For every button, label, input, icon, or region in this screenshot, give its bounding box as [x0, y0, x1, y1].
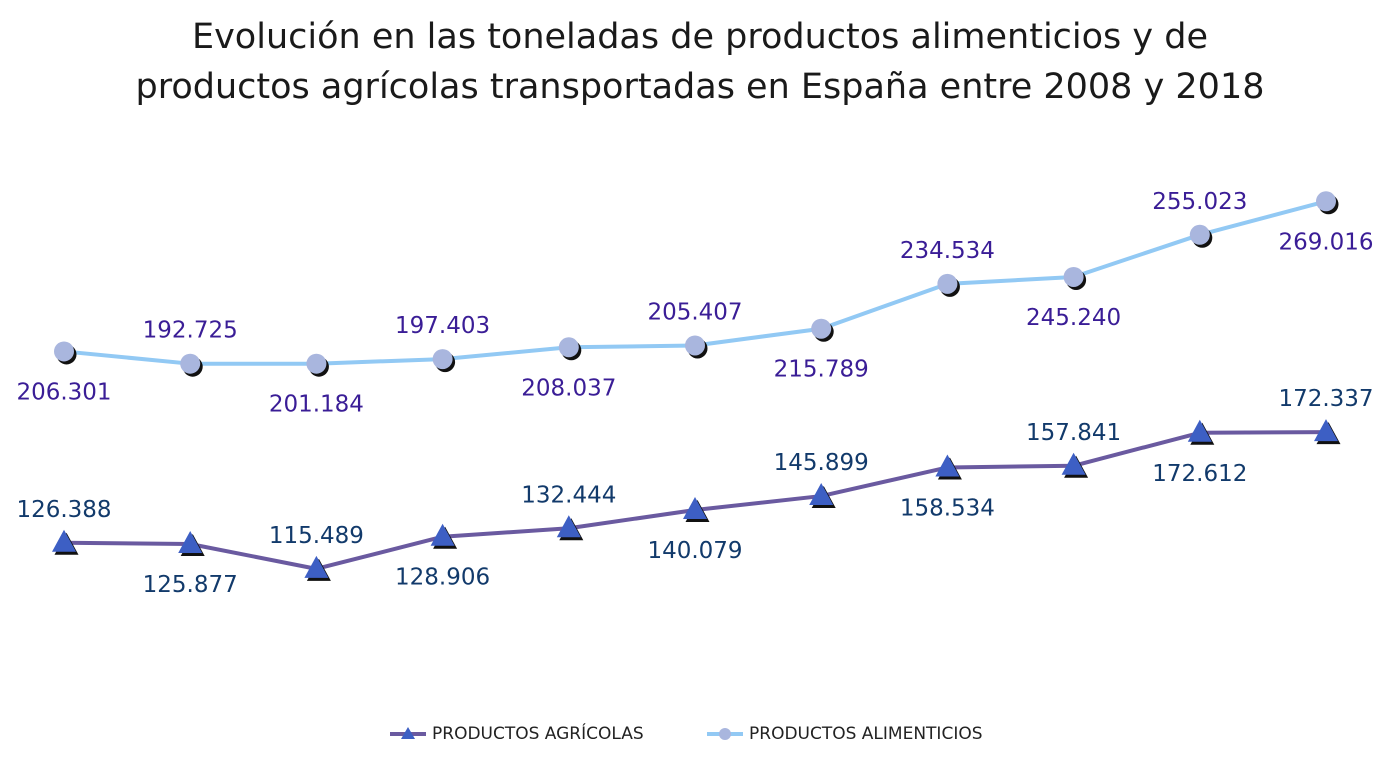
data-point-agricolas	[304, 555, 329, 578]
chart-title-line-2: productos agrícolas transportadas en Esp…	[135, 67, 1265, 107]
series-agricolas: 126.388 125.877 115.489 128.906 132.444 140.0…	[16, 386, 1373, 598]
data-label-agricolas: 125.877	[143, 572, 238, 598]
data-label-alimenticios: 215.789	[774, 357, 869, 383]
data-point-agricolas	[1061, 452, 1086, 475]
data-point-alimenticios	[432, 349, 453, 370]
legend-label-agricolas: PRODUCTOS AGRÍCOLAS	[432, 724, 644, 744]
data-point-alimenticios	[306, 353, 327, 374]
legend-label-alimenticios: PRODUCTOS ALIMENTICIOS	[749, 724, 983, 744]
legend-item-alimenticios: PRODUCTOS ALIMENTICIOS	[707, 724, 983, 744]
legend-swatch-alimenticios	[707, 728, 743, 740]
data-point-alimenticios	[180, 353, 201, 374]
data-point-alimenticios	[811, 318, 832, 339]
legend-item-agricolas: PRODUCTOS AGRÍCOLAS	[390, 724, 644, 744]
data-point-agricolas	[935, 454, 960, 477]
data-label-alimenticios: 201.184	[269, 392, 364, 418]
data-point-alimenticios	[937, 273, 958, 294]
data-point-agricolas	[1187, 419, 1212, 442]
data-label-agricolas: 157.841	[1026, 420, 1121, 446]
data-point-alimenticios	[558, 337, 579, 358]
chart-title-line-1: Evolución en las toneladas de productos …	[191, 17, 1208, 57]
data-point-agricolas	[556, 515, 581, 538]
data-point-agricolas	[1314, 419, 1338, 442]
data-label-agricolas: 126.388	[16, 497, 111, 523]
data-point-alimenticios	[1063, 266, 1084, 287]
data-point-alimenticios	[1316, 191, 1336, 212]
chart-title: Evolución en las toneladas de productos …	[0, 12, 1400, 112]
data-label-alimenticios: 192.725	[143, 318, 238, 344]
data-label-agricolas: 145.899	[774, 450, 869, 476]
data-label-alimenticios: 269.016	[1278, 229, 1373, 255]
data-point-agricolas	[430, 523, 455, 546]
data-label-alimenticios: 197.403	[395, 313, 490, 339]
data-label-alimenticios: 234.534	[900, 238, 995, 264]
data-point-agricolas	[809, 483, 834, 506]
data-point-alimenticios	[54, 341, 74, 362]
data-point-agricolas	[683, 496, 707, 519]
data-point-agricolas	[178, 530, 203, 553]
legend-swatch-agricolas	[390, 727, 426, 739]
data-label-alimenticios: 205.407	[647, 299, 742, 325]
data-label-agricolas: 115.489	[269, 523, 364, 549]
data-point-alimenticios	[685, 335, 705, 356]
data-point-alimenticios	[1189, 224, 1210, 245]
data-label-alimenticios: 255.023	[1152, 189, 1247, 215]
data-label-alimenticios: 206.301	[16, 379, 111, 405]
data-label-alimenticios: 208.037	[521, 375, 616, 401]
data-label-agricolas: 172.612	[1152, 461, 1247, 487]
data-label-agricolas: 132.444	[521, 482, 616, 508]
data-label-agricolas: 172.337	[1278, 386, 1373, 412]
series-alimenticios: 206.301 192.725 201.184 197.403 208.037 205.4…	[16, 189, 1373, 418]
data-label-agricolas: 128.906	[395, 565, 490, 591]
data-label-agricolas: 158.534	[900, 495, 995, 521]
data-label-alimenticios: 245.240	[1026, 305, 1121, 331]
data-point-agricolas	[52, 529, 76, 552]
data-label-agricolas: 140.079	[647, 538, 742, 564]
